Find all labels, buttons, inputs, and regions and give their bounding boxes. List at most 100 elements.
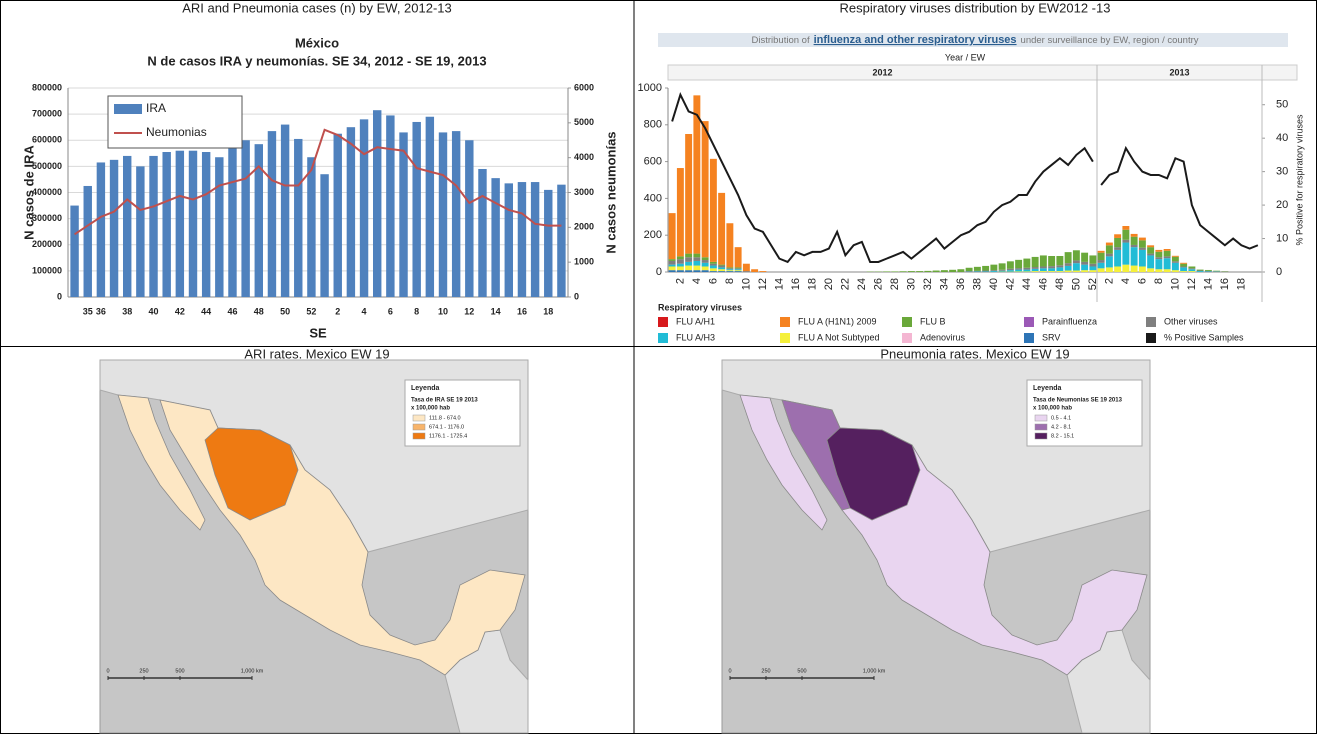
x-tick-label: 16 xyxy=(1219,278,1231,290)
y2-tick-label: 1000 xyxy=(574,257,594,267)
bar-segment xyxy=(1097,260,1105,263)
bar xyxy=(386,115,395,298)
bar-segment xyxy=(965,271,973,272)
y-tick-label: 200 xyxy=(644,229,662,241)
y-tick-label: 400 xyxy=(644,192,662,204)
bar xyxy=(228,140,237,297)
bar-segment xyxy=(718,271,726,272)
bar-segment xyxy=(1023,258,1031,268)
bar-segment xyxy=(965,267,973,272)
bar-segment xyxy=(1163,250,1171,257)
bar-segment xyxy=(973,270,981,272)
x-tick-label: 14 xyxy=(773,278,785,290)
bar-segment xyxy=(916,271,924,272)
x-tick-label: 40 xyxy=(149,306,159,316)
bar-segment xyxy=(1138,237,1146,241)
x-tick-label: 2 xyxy=(674,278,686,284)
bar xyxy=(465,140,474,297)
x-tick-label: 10 xyxy=(1169,278,1181,290)
x-axis-label: Year / EW xyxy=(945,52,986,62)
scale-label: 500 xyxy=(175,668,184,674)
bar-segment xyxy=(1048,271,1056,272)
bar-segment xyxy=(685,257,693,262)
bar-segment xyxy=(1006,270,1014,272)
bar-segment xyxy=(668,260,676,265)
bar-segment xyxy=(718,267,726,270)
bar-segment xyxy=(693,260,701,266)
x-tick-label: 44 xyxy=(1021,278,1033,290)
scale-label: 0 xyxy=(106,668,109,674)
bar-segment xyxy=(1171,256,1179,262)
y-tick-label: 500000 xyxy=(32,161,62,171)
bar-segment xyxy=(1105,253,1113,257)
x-tick-label: 36 xyxy=(955,278,967,290)
bar-segment xyxy=(1130,244,1138,248)
bar-segment xyxy=(742,271,750,272)
bar-segment xyxy=(1048,255,1056,267)
bar-segment xyxy=(1006,261,1014,269)
bar-segment xyxy=(998,270,1006,272)
y2-tick-label: 4000 xyxy=(574,152,594,162)
bar-segment xyxy=(1081,252,1089,262)
panel-caption: ARI and Pneumonia cases (n) by EW, 2012-… xyxy=(182,0,452,15)
legend-label: IRA xyxy=(146,101,166,115)
bar-segment xyxy=(1147,245,1155,248)
legend-swatch xyxy=(1146,317,1156,327)
line-series xyxy=(74,128,562,236)
bar-segment xyxy=(709,263,717,266)
y2-tick-label: 40 xyxy=(1276,132,1288,144)
chart-title: México xyxy=(295,35,339,50)
bar-segment xyxy=(1180,266,1188,268)
baja-california xyxy=(739,394,828,531)
bar-segment xyxy=(1072,250,1080,261)
legend-swatch xyxy=(1024,317,1034,327)
bar xyxy=(478,168,487,297)
bar-segment xyxy=(701,260,709,263)
map-legend-label: 674.1 - 1176.0 xyxy=(429,424,464,430)
x-tick-label: 46 xyxy=(1037,278,1049,290)
x-tick-label: 50 xyxy=(280,306,290,316)
bar-segment xyxy=(1097,268,1105,272)
bar-segment xyxy=(1180,271,1188,272)
bar-segment xyxy=(726,269,734,271)
bar-segment xyxy=(990,264,998,271)
bar-segment xyxy=(1122,264,1130,272)
bar xyxy=(399,132,408,297)
map-legend-swatch xyxy=(1034,423,1048,431)
bar-segment xyxy=(883,271,891,272)
legend-swatch xyxy=(658,317,668,327)
x-tick-label: 16 xyxy=(790,278,802,290)
y-tick-label: 800000 xyxy=(32,82,62,92)
bar-segment xyxy=(1204,270,1212,272)
scale-label: 500 xyxy=(797,668,806,674)
bar-segment xyxy=(668,266,676,271)
y2-tick-label: 10 xyxy=(1276,232,1288,244)
bar-segment xyxy=(1163,258,1171,270)
y-tick-label: 300000 xyxy=(32,213,62,223)
x-axis-label: SE xyxy=(309,325,327,340)
map-legend-swatch xyxy=(1034,432,1048,440)
bar xyxy=(544,189,553,297)
bar-segment xyxy=(1039,266,1047,269)
legend-swatch xyxy=(780,317,790,327)
map-legend-swatch xyxy=(412,414,426,422)
bar-segment xyxy=(1114,247,1122,250)
bar-segment xyxy=(1081,264,1089,271)
y2-tick-label: 0 xyxy=(1276,266,1282,278)
y-tick-label: 800 xyxy=(644,119,662,131)
bar-segment xyxy=(1039,255,1047,267)
x-tick-label: 28 xyxy=(889,278,901,290)
x-tick-label: 18 xyxy=(806,278,818,290)
bar-segment xyxy=(973,266,981,271)
bar xyxy=(201,152,211,297)
chart-subtitle: N de casos IRA y neumonías. SE 34, 2012 … xyxy=(147,53,486,68)
map-legend-subtitle: Tasa de IRA SE 19 2013 xyxy=(411,398,478,404)
bar-segment xyxy=(1163,256,1171,259)
bar-segment xyxy=(734,247,742,268)
bar-segment xyxy=(990,270,998,272)
bar-segment xyxy=(1015,268,1023,270)
x-tick-label: 4 xyxy=(691,278,703,284)
bar-segment xyxy=(759,271,767,272)
bar xyxy=(504,183,513,297)
bar-segment xyxy=(1130,233,1138,237)
